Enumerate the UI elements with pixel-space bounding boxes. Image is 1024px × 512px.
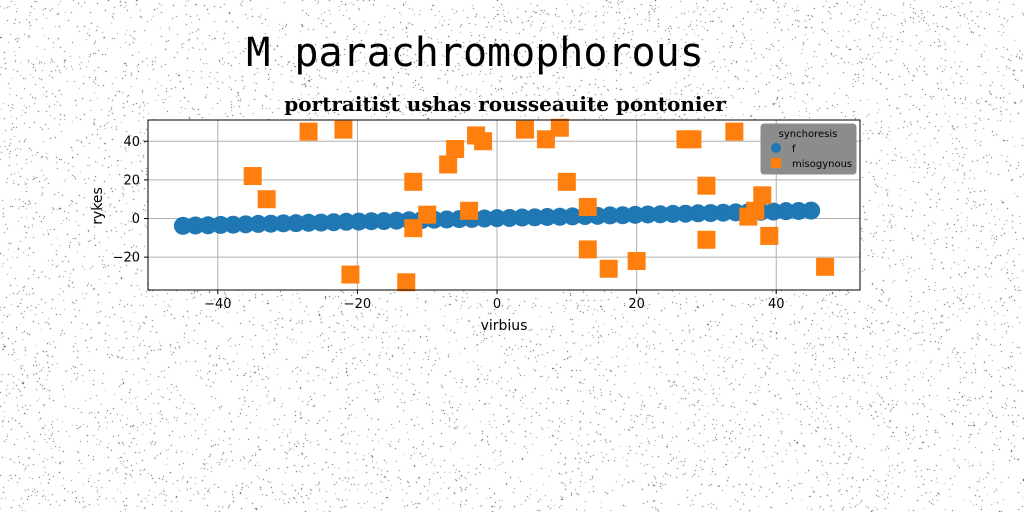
data-point-misogynous [557, 172, 576, 191]
x-axis-label: virbius [481, 318, 528, 334]
data-point-f [173, 216, 192, 235]
data-point-f [261, 214, 280, 233]
data-point-misogynous [474, 132, 493, 151]
data-point-f [538, 207, 557, 226]
data-marks [173, 118, 835, 292]
legend-marker-misogynous [771, 158, 781, 168]
y-tick-label: 20 [123, 173, 140, 188]
data-point-f [349, 212, 368, 231]
data-point-misogynous [397, 273, 416, 292]
legend-title: synchoresis [779, 129, 838, 140]
data-point-f [714, 203, 733, 222]
data-point-misogynous [418, 205, 437, 224]
data-point-misogynous [578, 240, 597, 259]
y-tick-label: −20 [113, 251, 140, 266]
axis-ticks: −40 −20 0 20 40 −20 0 20 40 [113, 135, 785, 312]
data-point-misogynous [460, 201, 479, 220]
data-point-f [802, 201, 821, 220]
data-point-misogynous [515, 120, 534, 139]
series-misogynous [243, 118, 835, 292]
data-point-misogynous [753, 186, 772, 205]
data-point-f [525, 208, 544, 227]
legend-box [760, 123, 857, 175]
data-point-f [676, 204, 695, 223]
data-point-misogynous [439, 155, 458, 174]
data-point-misogynous [627, 252, 646, 271]
chart-title: portraitist ushas rousseauite pontonier [284, 92, 726, 116]
data-point-f [362, 212, 381, 231]
data-point-f [186, 216, 205, 235]
data-point-misogynous [404, 219, 423, 238]
data-point-f [663, 204, 682, 223]
data-point-misogynous [536, 130, 555, 149]
data-point-misogynous [299, 122, 318, 141]
x-tick-label: 0 [493, 297, 501, 312]
x-tick-label: −40 [204, 297, 231, 312]
data-point-f [337, 212, 356, 231]
data-point-f [274, 214, 293, 233]
data-point-f [224, 215, 243, 234]
data-point-f [324, 213, 343, 232]
data-point-misogynous [550, 118, 569, 137]
data-point-f [211, 215, 230, 234]
data-point-f [500, 208, 519, 227]
legend-label-misogynous: misogynous [792, 159, 852, 170]
figure-suptitle: M parachromophorous [246, 30, 704, 76]
data-point-misogynous [257, 190, 276, 209]
data-point-misogynous [683, 130, 702, 149]
legend-marker-f [771, 143, 781, 153]
data-point-f [638, 205, 657, 224]
data-point-f [764, 202, 783, 221]
data-point-f [601, 206, 620, 225]
data-point-f [475, 209, 494, 228]
data-point-f [312, 213, 331, 232]
y-tick-label: 40 [123, 135, 140, 150]
data-point-f [488, 209, 507, 228]
legend-entry-f: f [771, 143, 796, 155]
data-point-f [286, 214, 305, 233]
data-point-misogynous [746, 201, 765, 220]
x-tick-label: 40 [768, 297, 785, 312]
data-point-f [563, 207, 582, 226]
plot-frame [147, 119, 861, 291]
data-point-misogynous [816, 257, 835, 276]
x-tick-label: 20 [628, 297, 645, 312]
data-point-f [249, 214, 268, 233]
series-f [173, 201, 821, 235]
data-point-misogynous [697, 230, 716, 249]
data-point-f [387, 211, 406, 230]
data-point-misogynous [334, 120, 353, 139]
data-point-f [613, 206, 632, 225]
data-point-misogynous [760, 226, 779, 245]
data-point-misogynous [243, 167, 262, 186]
data-point-f [513, 208, 532, 227]
legend-entry-misogynous: misogynous [771, 158, 852, 170]
data-point-f [299, 213, 318, 232]
data-point-f [689, 204, 708, 223]
data-point-misogynous [697, 176, 716, 195]
data-point-misogynous [341, 265, 360, 284]
data-point-f [374, 212, 393, 231]
legend: synchoresis f misogynous [760, 123, 857, 175]
data-point-f [199, 216, 218, 235]
data-point-f [651, 205, 670, 224]
data-point-misogynous [404, 172, 423, 191]
legend-label-f: f [792, 144, 796, 155]
data-point-f [437, 210, 456, 229]
data-point-f [701, 204, 720, 223]
y-tick-label: 0 [132, 212, 140, 227]
data-point-f [236, 215, 255, 234]
data-point-f [550, 207, 569, 226]
x-tick-label: −20 [344, 297, 371, 312]
y-axis-label: rykes [90, 187, 106, 225]
data-point-misogynous [725, 122, 744, 141]
data-point-f [626, 205, 645, 224]
data-point-f [777, 202, 796, 221]
data-point-misogynous [599, 259, 618, 278]
data-point-misogynous [578, 197, 597, 216]
data-point-f [789, 201, 808, 220]
data-point-misogynous [446, 139, 465, 158]
plot-area: −40 −20 0 20 40 −20 0 20 40 [113, 118, 861, 312]
